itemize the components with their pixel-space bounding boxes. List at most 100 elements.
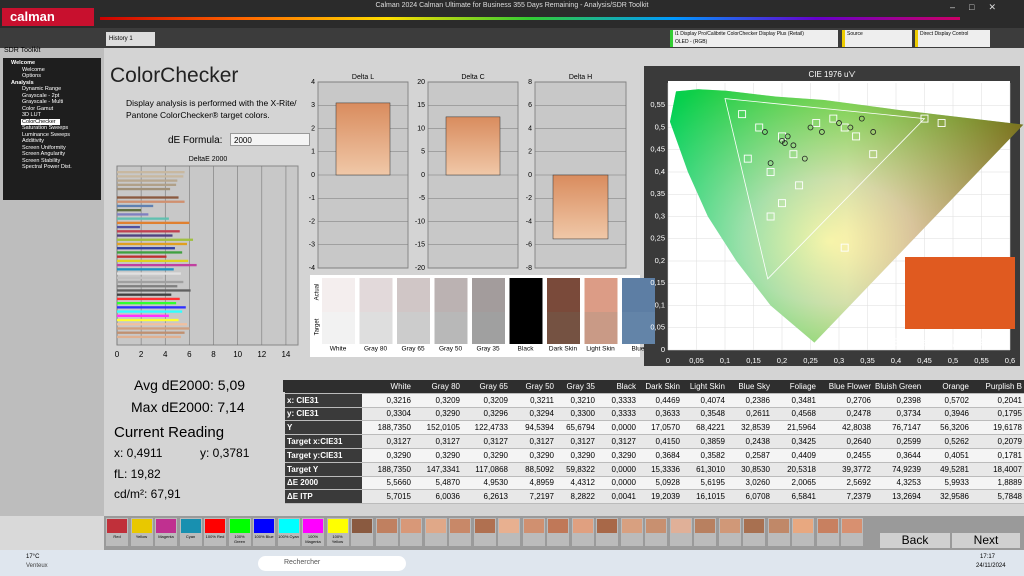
tree-item[interactable]: 3D LUT [22, 112, 41, 118]
patch-button[interactable] [669, 518, 692, 546]
patch-button[interactable] [547, 518, 569, 546]
column-header: Blue Sky [727, 380, 772, 394]
logo[interactable]: calman [2, 8, 94, 26]
patch-button[interactable]: Yellow [130, 518, 153, 546]
target-point [795, 181, 804, 190]
tree-item[interactable]: Dynamic Range [22, 86, 62, 92]
swatch-target [359, 312, 393, 344]
patch-button[interactable] [767, 518, 790, 546]
patch-button[interactable]: 100% Magenta [302, 518, 324, 546]
target-label: Target [315, 318, 321, 335]
table-row: x: CIE31 0,3216 0,3209 0,3209 0,3211 0,3210 0,… [285, 393, 1024, 408]
patch-button[interactable]: 100% Green [228, 518, 251, 546]
header-corner [285, 380, 362, 394]
table-cell: 32,9586 [923, 489, 971, 505]
tree-item[interactable]: Additivity [22, 138, 45, 144]
tree-item[interactable]: Screen Stability [22, 157, 61, 164]
formula-select[interactable]: 2000 [230, 133, 310, 146]
table-cell: 0,2438 [727, 434, 772, 449]
patch-button[interactable] [743, 518, 765, 546]
tree-item[interactable]: Options [22, 73, 41, 79]
tree-item[interactable]: Color Gamut [22, 105, 54, 112]
meter-select[interactable]: i1 Display Pro/Calibrite ColorChecker Di… [670, 30, 838, 47]
patch-button[interactable] [620, 518, 643, 546]
table-cell: 4,9530 [462, 476, 510, 491]
patch-button[interactable] [694, 518, 716, 546]
table-cell: 0,3684 [638, 448, 682, 463]
de-bar [117, 310, 183, 313]
display-select[interactable]: Direct Display Control [915, 30, 990, 47]
next-button[interactable]: Next [952, 533, 1020, 548]
table-cell: 17,0570 [638, 420, 682, 436]
patch-button[interactable] [816, 518, 839, 546]
table-cell: 0,3304 [362, 407, 413, 422]
back-button[interactable]: Back [880, 533, 950, 548]
de-bar [117, 217, 169, 220]
patch-button[interactable]: Magenta [155, 518, 177, 546]
tree-item[interactable]: Screen Uniformity [22, 144, 66, 151]
de-bar [117, 196, 179, 199]
de-bar [117, 255, 167, 258]
table-cell: 61,3010 [682, 462, 727, 477]
history-tab[interactable]: History 1 [106, 32, 155, 46]
patch-button[interactable] [841, 518, 863, 546]
tree-item[interactable]: Luminance Sweeps [22, 131, 71, 138]
patch-color [719, 519, 740, 533]
patch-button[interactable]: 100% Cyan [277, 518, 300, 546]
patch-button[interactable] [645, 518, 667, 546]
delta-tick-label: -4 [309, 265, 315, 272]
patch-button[interactable] [596, 518, 618, 546]
de-bar [117, 280, 184, 284]
patch-color [376, 519, 397, 533]
table-cell: 0,3290 [362, 448, 413, 463]
de-bar [117, 285, 178, 288]
patch-button[interactable] [571, 518, 594, 546]
column-header: Blue Flower [818, 380, 873, 394]
search-box[interactable]: Rechercher [258, 556, 406, 571]
patch-color [572, 519, 593, 533]
gamut-triangle [724, 98, 926, 280]
table-cell: 0,3333 [597, 393, 638, 408]
de-bar [117, 221, 190, 225]
patch-button[interactable] [424, 518, 447, 546]
tree-item[interactable]: Saturation Sweeps [22, 125, 69, 131]
tree-item[interactable]: Grayscale - Multi [22, 99, 64, 105]
patch-button[interactable] [498, 518, 520, 546]
window-controls[interactable]: –□✕ [950, 2, 1010, 12]
swatch-target [547, 312, 580, 344]
table-cell: 6,2613 [462, 489, 510, 505]
table-cell: 0,3290 [413, 448, 462, 463]
tree-item[interactable]: Welcome [22, 66, 45, 73]
patch-button[interactable] [375, 518, 398, 546]
de-bar [117, 331, 185, 334]
patch-button[interactable] [351, 518, 373, 546]
patch-button[interactable] [522, 518, 545, 546]
patch-button[interactable]: 100% Red [204, 518, 226, 546]
patch-button[interactable] [400, 518, 422, 546]
tree-item[interactable]: ColorChecker [21, 118, 60, 125]
patch-button[interactable]: Red [106, 518, 128, 546]
patch-button[interactable]: 100% Yellow [326, 518, 349, 546]
tree-item[interactable]: Grayscale - 2pt [22, 92, 60, 99]
patch-button[interactable] [473, 518, 496, 546]
patch-name: Magenta [158, 534, 174, 539]
table-cell: 0,2041 [971, 393, 1024, 408]
table-cell: 0,4051 [923, 448, 971, 463]
table-cell: 0,4568 [772, 407, 818, 422]
patch-color [401, 519, 421, 533]
de-tick-label: 12 [257, 350, 266, 359]
target-point [743, 154, 752, 163]
sidebar-title: SDR Toolkit [4, 47, 41, 54]
patch-button[interactable] [718, 518, 741, 546]
patch-color [646, 519, 666, 533]
tree-item[interactable]: Screen Angularity [22, 151, 66, 157]
patch-button[interactable] [792, 518, 814, 546]
cie-x-label: 0,05 [689, 356, 704, 365]
patch-button[interactable]: 100% Blue [253, 518, 275, 546]
source-select[interactable]: Source [842, 30, 912, 47]
patch-color [107, 519, 127, 533]
tree-item[interactable]: Spectral Power Dist. [22, 164, 72, 170]
patch-button[interactable]: Cyan [179, 518, 202, 546]
table-cell: 19,2039 [638, 489, 682, 505]
patch-button[interactable] [449, 518, 471, 546]
